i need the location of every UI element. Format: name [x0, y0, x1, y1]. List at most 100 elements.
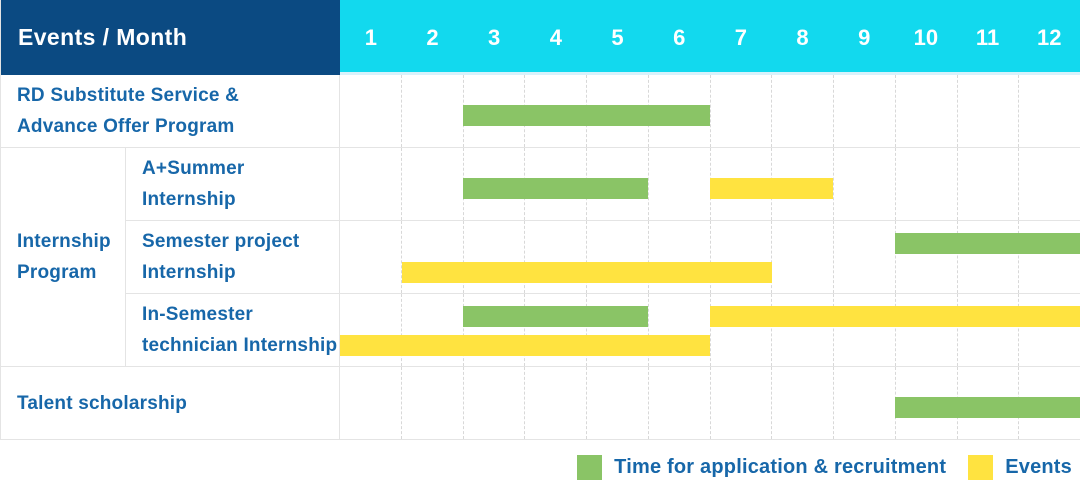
gantt-row: Talent scholarship [1, 367, 1080, 440]
month-header-cell: 3 [488, 24, 501, 50]
application-swatch-icon [577, 454, 603, 480]
label-line: In-Semester [142, 304, 253, 325]
month-grid-cell [340, 221, 401, 293]
row-label: Talent scholarship [1, 367, 340, 439]
month-grid-cell [586, 221, 648, 293]
label-line: Program [17, 262, 97, 283]
month-header-cell: 9 [858, 24, 871, 50]
month-grid-cell [586, 294, 648, 366]
label-line: Internship [142, 262, 236, 283]
month-grid-cell [647, 294, 710, 366]
row-label: In-Semester technician Internship [126, 294, 340, 366]
gantt-bar-application [463, 306, 649, 327]
month-grid-cell [462, 294, 525, 366]
month-grid-cell [462, 75, 525, 147]
label-line: A+Summer [142, 158, 245, 179]
month-grid-cell [340, 75, 401, 147]
month-grid-cell [709, 367, 772, 439]
month-grid-cell [462, 367, 525, 439]
row-chart-area [340, 148, 1080, 220]
month-header-cell: 1 [364, 24, 377, 50]
month-grid-cell [833, 294, 895, 366]
month-grid-cell [462, 221, 525, 293]
month-grid-cell [709, 75, 772, 147]
row-label: RD Substitute Service & Advance Offer Pro… [1, 75, 340, 147]
gantt-bar-events [340, 335, 710, 356]
gantt-table: Events / Month 1 2 3 4 5 6 7 8 9 10 11 12 RD Substi… [0, 0, 1080, 440]
table-header-row: Events / Month 1 2 3 4 5 6 7 8 9 10 11 12 [1, 0, 1080, 75]
month-grid-cell [833, 75, 895, 147]
month-grid-cell [771, 75, 833, 147]
gantt-row: RD Substitute Service & Advance Offer Pro… [1, 75, 1080, 148]
row-label: Semester project Internship [126, 221, 340, 293]
month-header-cell: 6 [673, 24, 686, 50]
gantt-bar-application [463, 178, 649, 199]
month-header-cell: 8 [796, 24, 809, 50]
month-grid-cell [524, 294, 586, 366]
month-grid-cell [1018, 221, 1080, 293]
label-line: Internship [17, 231, 111, 252]
group-sub-rows: A+Summer Internship Semester project Intern… [126, 148, 1080, 367]
row-chart-area [340, 294, 1080, 366]
month-header-cell: 4 [549, 24, 562, 50]
legend-item-application: Time for application & recruitment [577, 454, 947, 480]
row-label: A+Summer Internship [126, 148, 340, 220]
legend-item-events: Events [968, 454, 1072, 480]
label-line: Advance Offer Program [17, 116, 235, 137]
gantt-bar-events [710, 306, 1080, 327]
month-grid-cell [400, 221, 463, 293]
month-grid-cell [524, 221, 586, 293]
month-grid-cell [894, 294, 957, 366]
label-line: technician Internship [142, 335, 338, 356]
legend-application-label: Time for application & recruitment [614, 455, 947, 478]
month-header-cell: 11 [975, 24, 1000, 50]
month-grid-cell [833, 367, 895, 439]
month-grid-cell [400, 148, 463, 220]
month-grid-cell [524, 367, 586, 439]
month-grid-cell [340, 367, 401, 439]
row-group-label: Internship Program [1, 148, 126, 367]
month-grid-cell [1018, 75, 1080, 147]
month-grid-cell [709, 221, 772, 293]
gantt-rows: RD Substitute Service & Advance Offer Pro… [1, 75, 1080, 440]
month-grid-cell [647, 221, 710, 293]
events-swatch-icon [968, 454, 994, 480]
month-grid-cell [400, 294, 463, 366]
month-grid-cell [956, 75, 1019, 147]
month-grid-cell [894, 75, 957, 147]
month-grid-cell [833, 148, 895, 220]
row-chart-area [340, 367, 1080, 439]
label-line: Internship [142, 189, 236, 210]
legend: Time for application & recruitment Event… [0, 440, 1080, 494]
month-grid-cell [956, 148, 1019, 220]
month-header-cell: 12 [1036, 24, 1062, 50]
month-grid-cell [956, 221, 1019, 293]
month-grid-cell [709, 148, 772, 220]
month-header-cell: 10 [913, 24, 939, 50]
gantt-row: A+Summer Internship [126, 148, 1080, 221]
row-chart-area [340, 75, 1080, 147]
month-grid-cell [833, 221, 895, 293]
month-header-cell: 2 [426, 24, 439, 50]
gantt-bar-application [463, 105, 710, 126]
month-grid-cell [462, 148, 525, 220]
month-grid-cell [956, 294, 1019, 366]
month-grid-cell [400, 75, 463, 147]
month-grid-cell [709, 294, 772, 366]
month-grid-cell [586, 367, 648, 439]
month-header-cell: 5 [611, 24, 624, 50]
month-grid-cell [894, 148, 957, 220]
month-grid-cell [340, 148, 401, 220]
gantt-bar-application [895, 233, 1080, 254]
month-header-row: 1 2 3 4 5 6 7 8 9 10 11 12 [340, 0, 1080, 75]
gantt-row-group: Internship Program A+Summer Internship Semes… [1, 148, 1080, 367]
month-grid-cell [771, 367, 833, 439]
label-line: Talent scholarship [17, 392, 188, 414]
month-grid-cell [1018, 294, 1080, 366]
month-grid-cell [400, 367, 463, 439]
month-grid-cell [1018, 148, 1080, 220]
gantt-bar-events [710, 178, 834, 199]
month-grid-cell [647, 367, 710, 439]
month-header-cell: 7 [734, 24, 747, 50]
gantt-row: Semester project Internship [126, 221, 1080, 294]
